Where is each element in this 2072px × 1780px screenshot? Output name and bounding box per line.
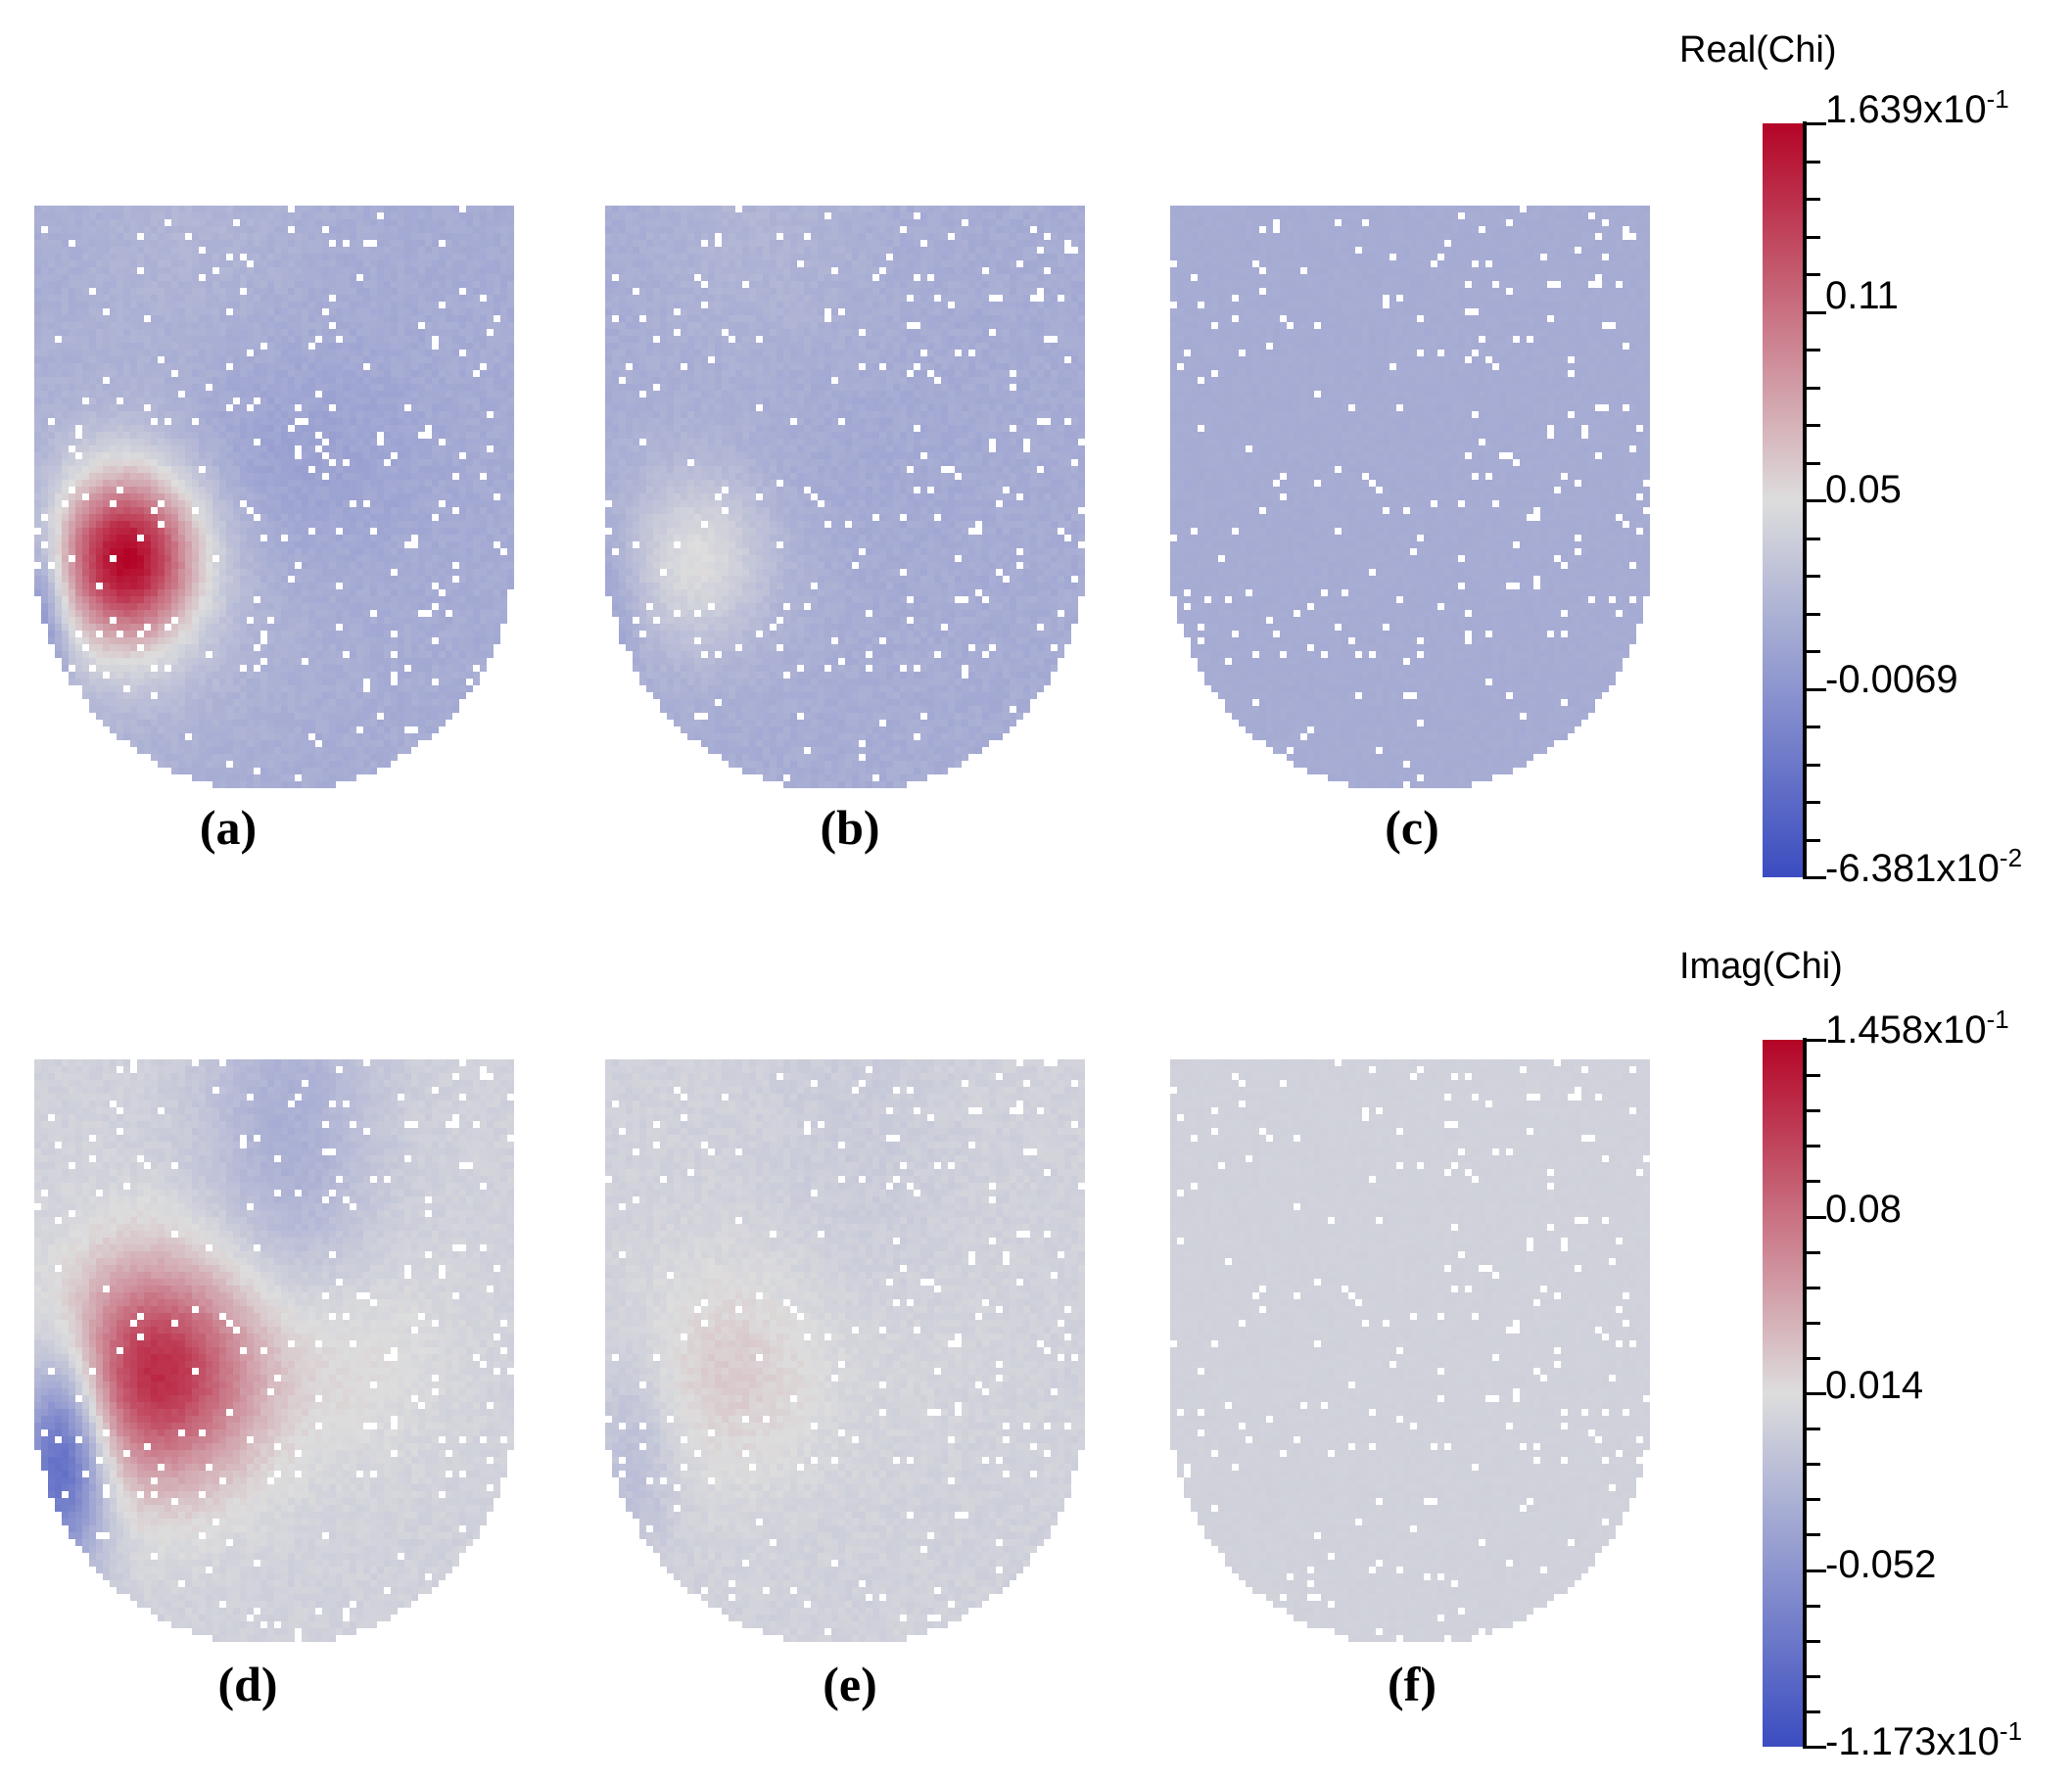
colorbar-tick <box>1803 1746 1826 1749</box>
colorbar-tick <box>1803 1356 1820 1360</box>
colorbar-tick <box>1803 575 1820 578</box>
colorbar-tick <box>1803 235 1820 239</box>
panel-e <box>605 1059 1085 1647</box>
panel-f-map <box>1170 1059 1650 1642</box>
colorbar-tick <box>1803 1604 1820 1608</box>
colorbar-tick <box>1803 1145 1820 1148</box>
panel-f <box>1170 1059 1650 1647</box>
colorbar-tick <box>1803 687 1826 691</box>
panel-a <box>34 206 514 793</box>
colorbar-tick <box>1803 1428 1820 1431</box>
real-colorbar-label: 0.05 <box>1825 470 1902 509</box>
colorbar-tick <box>1803 1074 1820 1078</box>
colorbar-tick <box>1803 273 1820 276</box>
colorbar-tick <box>1803 838 1820 842</box>
colorbar-tick <box>1803 1039 1826 1042</box>
imag-colorbar-label: -0.052 <box>1825 1545 1936 1584</box>
colorbar-tick <box>1803 198 1820 201</box>
real-colorbar-label: -0.0069 <box>1825 660 1958 699</box>
colorbar-tick <box>1803 801 1820 804</box>
colorbar-tick <box>1803 461 1820 465</box>
colorbar-tick <box>1803 1250 1820 1254</box>
colorbar-tick <box>1803 499 1826 502</box>
panel-d <box>34 1059 514 1647</box>
colorbar-tick <box>1803 1109 1820 1113</box>
colorbar-tick <box>1803 386 1820 390</box>
colorbar-tick <box>1803 1180 1820 1184</box>
colorbar-tick <box>1803 1215 1826 1219</box>
imag-colorbar <box>1763 1040 1803 1747</box>
colorbar-tick <box>1803 310 1826 314</box>
colorbar-tick <box>1803 424 1820 427</box>
real-colorbar <box>1763 123 1803 877</box>
panel-c <box>1170 206 1650 793</box>
real-colorbar-max-label: 1.639x10-1 <box>1825 86 2009 129</box>
real-colorbar-min-label: -6.381x10-2 <box>1825 845 2022 888</box>
panel-c-label: (c) <box>1314 803 1510 852</box>
panel-e-map <box>605 1059 1085 1642</box>
colorbar-tick <box>1803 349 1820 351</box>
colorbar-tick <box>1803 650 1820 653</box>
panel-b-label: (b) <box>752 803 948 852</box>
panel-f-label: (f) <box>1314 1660 1510 1709</box>
real-colorbar-label: 0.11 <box>1825 276 1899 315</box>
imag-colorbar-title: Imag(Chi) <box>1679 948 1843 985</box>
colorbar-tick <box>1803 612 1820 616</box>
panel-d-map <box>34 1059 514 1642</box>
panel-e-label: (e) <box>752 1660 948 1709</box>
colorbar-tick <box>1803 1533 1820 1537</box>
colorbar-tick <box>1803 876 1826 879</box>
imag-colorbar-label: 0.08 <box>1825 1190 1902 1229</box>
colorbar-tick <box>1803 537 1820 540</box>
panel-c-map <box>1170 206 1650 788</box>
colorbar-tick <box>1803 1463 1820 1467</box>
colorbar-tick <box>1803 1569 1826 1572</box>
colorbar-tick <box>1803 1639 1820 1643</box>
imag-colorbar-max-label: 1.458x10-1 <box>1825 1007 2009 1050</box>
colorbar-tick <box>1803 763 1820 767</box>
real-colorbar-title: Real(Chi) <box>1679 31 1836 69</box>
colorbar-tick <box>1803 122 1826 125</box>
colorbar-tick <box>1803 1286 1820 1289</box>
colorbar-tick <box>1803 1321 1820 1325</box>
colorbar-tick <box>1803 160 1820 164</box>
panel-b-map <box>605 206 1085 788</box>
panel-b <box>605 206 1085 793</box>
panel-d-label: (d) <box>150 1660 346 1709</box>
imag-colorbar-min-label: -1.173x10-1 <box>1825 1718 2022 1761</box>
colorbar-tick <box>1803 726 1820 728</box>
colorbar-tick <box>1803 1498 1820 1502</box>
panel-a-map <box>34 206 514 788</box>
colorbar-tick <box>1803 1710 1820 1713</box>
colorbar-tick <box>1803 1392 1826 1395</box>
colorbar-tick <box>1803 1674 1820 1678</box>
panel-a-label: (a) <box>130 803 326 852</box>
imag-colorbar-label: 0.014 <box>1825 1366 1923 1405</box>
